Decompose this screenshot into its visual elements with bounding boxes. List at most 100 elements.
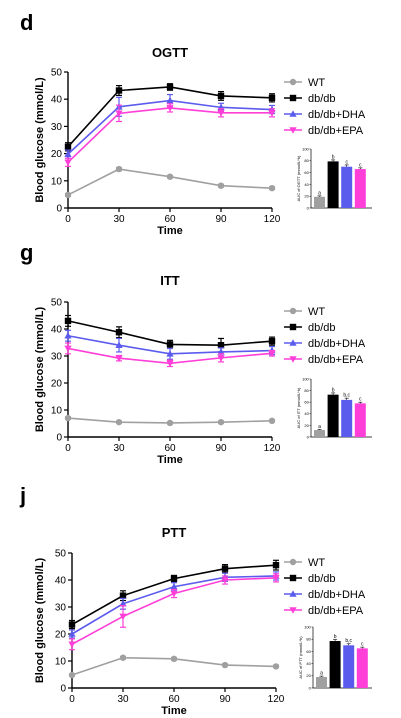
legend-label: WT	[308, 557, 325, 569]
y-axis-label: Blood glucose (mmol/L)	[34, 77, 46, 203]
inset-y-tick-label: 20	[306, 673, 311, 678]
inset-bar-DHA	[343, 645, 355, 688]
y-tick-label: 40	[51, 95, 63, 106]
inset-significance-letter: c	[359, 397, 362, 403]
inset-y-tick-label: 80	[304, 158, 309, 163]
y-tick-label: 0	[56, 433, 62, 444]
data-point	[119, 592, 127, 599]
panel-g: g ITT 0 10 20 30 40 50 0 30 60 90 120 Time Blood gluco…	[20, 240, 372, 466]
inset-y-tick-label: 60	[304, 170, 309, 175]
x-axis-label: Time	[157, 454, 182, 466]
inset-bar-EPA	[354, 403, 366, 437]
legend-label: db/db	[308, 93, 336, 105]
data-point	[68, 641, 76, 649]
data-point	[64, 331, 72, 339]
inset-bar-chart: 0 20 40 60 80 100 AUC of ITT (mmol/L*h) a b b,c c	[296, 376, 372, 439]
inset-y-axis-label: AUC of PTT (mmol/L*h)	[298, 636, 303, 679]
data-point	[272, 575, 280, 582]
data-point	[221, 577, 229, 584]
x-axis-label: Time	[161, 705, 186, 717]
legend-marker	[289, 339, 297, 346]
inset-y-tick-label: 80	[306, 637, 311, 642]
x-tick-label: 30	[113, 214, 125, 225]
data-point	[68, 671, 76, 679]
data-point	[221, 565, 229, 572]
inset-bar-WT	[316, 677, 327, 688]
series-EPA	[64, 342, 276, 368]
data-point	[217, 110, 225, 117]
y-axis-label: Blood glucose (mmol/L)	[34, 307, 46, 433]
legend-marker	[289, 307, 297, 315]
inset-bar-EPA	[356, 648, 368, 688]
inset-bar-DHA	[341, 399, 353, 437]
data-point	[272, 663, 280, 670]
inset-bar-dbdb	[327, 161, 339, 208]
legend-marker	[289, 127, 297, 134]
data-point	[115, 329, 123, 336]
inset-significance-letter: b	[334, 634, 337, 640]
data-point	[119, 613, 127, 621]
inset-bar-dbdb	[327, 394, 339, 437]
inset-y-tick-label: 60	[306, 649, 311, 654]
panel-letter: j	[19, 483, 26, 508]
inset-y-tick-label: 0	[307, 434, 310, 439]
series-dbdb	[64, 314, 276, 353]
legend-marker	[289, 607, 297, 614]
inset-significance-letter: a	[318, 190, 321, 196]
data-point	[166, 341, 174, 348]
inset-significance-letter: b,c	[343, 393, 350, 399]
legend-label: db/db+EPA	[308, 605, 364, 617]
data-point	[119, 654, 127, 661]
data-point	[217, 355, 225, 362]
series-WT	[68, 654, 280, 679]
legend-marker	[289, 558, 297, 566]
series-line	[67, 168, 273, 196]
y-tick-label: 40	[55, 576, 67, 587]
legend-label: db/db+DHA	[308, 589, 366, 601]
data-point	[170, 582, 178, 590]
inset-bar-EPA	[354, 169, 366, 208]
legend: WT db/db db/db+DHA db/db+EPA	[284, 557, 366, 617]
x-tick-label: 0	[69, 694, 75, 705]
x-tick-label: 120	[268, 694, 285, 705]
y-tick-label: 30	[51, 352, 63, 363]
series-EPA	[64, 103, 276, 167]
data-point	[119, 599, 127, 607]
data-point	[115, 418, 123, 426]
legend-label: db/db	[308, 573, 336, 585]
data-point	[115, 87, 123, 94]
y-tick-label: 50	[51, 298, 63, 309]
series-dbdb	[64, 83, 276, 152]
x-tick-label: 90	[215, 214, 227, 225]
data-point	[115, 355, 123, 362]
inset-significance-letter: a	[318, 424, 321, 430]
data-point	[64, 150, 72, 157]
inset-significance-letter: c	[345, 159, 348, 165]
inset-bar-WT	[314, 196, 325, 208]
data-point	[217, 348, 225, 355]
inset-y-tick-label: 40	[304, 411, 309, 416]
y-tick-label: 20	[55, 630, 67, 641]
x-tick-label: 30	[113, 443, 125, 454]
data-point	[268, 350, 276, 358]
legend-label: db/db+EPA	[308, 354, 364, 366]
legend-marker	[289, 590, 297, 597]
panel-j: j PTT 0 10 20 30 40 50 0 30 60 90 120 Time Blood gluco…	[19, 483, 372, 717]
data-point	[115, 110, 123, 118]
inset-y-axis-label: AUC of OGTT (mmol/L*h)	[296, 155, 301, 201]
legend-marker	[289, 574, 297, 582]
inset-y-tick-label: 80	[304, 388, 309, 393]
data-point	[217, 418, 225, 426]
x-tick-label: 120	[264, 214, 281, 225]
legend-marker	[289, 323, 297, 331]
inset-y-tick-label: 40	[306, 661, 311, 666]
y-tick-label: 20	[51, 379, 63, 390]
series-WT	[64, 414, 276, 427]
data-point	[166, 105, 174, 112]
data-point	[217, 342, 225, 349]
series-EPA	[68, 573, 280, 651]
x-tick-label: 60	[164, 214, 176, 225]
data-point	[268, 184, 276, 192]
